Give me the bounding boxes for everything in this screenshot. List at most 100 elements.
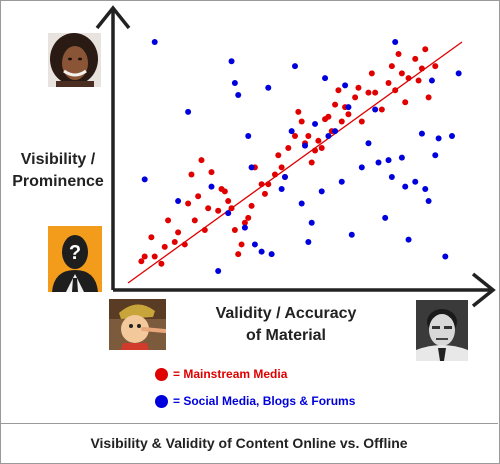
legend-red-dot <box>155 367 168 381</box>
social-media-point <box>388 173 395 180</box>
footer-caption: Visibility & Validity of Content Online … <box>0 423 498 463</box>
mainstream-media-point <box>221 188 228 195</box>
social-media-point <box>318 188 325 195</box>
social-media-point <box>141 176 148 183</box>
mainstream-media-point <box>258 181 265 188</box>
man-portrait <box>416 300 468 361</box>
social-media-point <box>151 39 158 45</box>
pinocchio-portrait <box>109 299 166 350</box>
mainstream-media-point <box>285 145 292 152</box>
mainstream-media-point <box>245 214 252 221</box>
mainstream-media-point <box>355 84 362 91</box>
mainstream-media-point <box>201 226 208 233</box>
mainstream-media-point <box>392 87 399 94</box>
mainstream-media-point <box>305 132 312 139</box>
mainstream-media-point <box>385 79 392 86</box>
legend-mainstream-label: = Mainstream Media <box>173 367 288 381</box>
mainstream-media-point <box>228 205 235 212</box>
mainstream-media-point <box>238 241 245 248</box>
mainstream-media-point <box>188 171 195 178</box>
social-media-point <box>298 200 305 207</box>
social-media-point <box>402 183 409 190</box>
social-media-point <box>248 164 255 171</box>
social-media-point <box>308 219 315 226</box>
social-media-point <box>231 79 238 86</box>
social-media-point <box>185 108 192 115</box>
mainstream-media-point <box>378 106 385 113</box>
social-media-point <box>322 75 329 82</box>
social-media-point <box>412 178 419 185</box>
x-axis-label: Validity / Accuracy of Material <box>196 303 376 347</box>
mainstream-media-point <box>225 198 232 205</box>
mainstream-media-point <box>332 101 339 108</box>
mainstream-media-point <box>318 145 325 152</box>
mainstream-media-point <box>235 251 242 258</box>
mainstream-media-point <box>138 258 145 265</box>
social-media-point <box>365 140 372 147</box>
mainstream-media-point <box>248 202 255 209</box>
social-media-point <box>215 267 222 274</box>
social-media-point <box>348 231 355 238</box>
social-media-point <box>245 132 252 139</box>
social-media-point <box>225 210 232 217</box>
mainstream-media-point <box>308 159 315 166</box>
social-media-point <box>432 152 439 159</box>
mainstream-media-point <box>241 219 248 226</box>
mainstream-media-point <box>175 229 182 236</box>
social-media-point <box>281 173 288 180</box>
x-axis-arrowhead <box>471 272 496 308</box>
y-axis-label: Visibility / Prominence <box>6 149 110 193</box>
mainstream-media-point <box>325 113 332 120</box>
social-media-point <box>405 236 412 243</box>
mainstream-media-point <box>215 207 222 214</box>
mainstream-media-point <box>231 226 238 233</box>
y-axis-label-line1: Visibility / <box>20 151 96 168</box>
x-axis-label-line2: of Material <box>245 327 326 344</box>
social-media-point <box>345 104 352 111</box>
mainstream-media-point <box>191 217 198 224</box>
social-media-point <box>372 106 379 113</box>
social-media-point <box>428 77 435 84</box>
woman-portrait <box>48 33 101 87</box>
legend-mainstream-media: = Mainstream Media <box>155 367 287 381</box>
social-media-points <box>141 39 462 274</box>
social-media-point <box>305 239 312 246</box>
social-media-point <box>312 120 319 127</box>
mainstream-media-point <box>425 94 432 101</box>
y-axis-arrowhead <box>95 5 131 30</box>
social-media-point <box>265 84 272 91</box>
social-media-point <box>455 70 462 77</box>
mainstream-media-point <box>298 118 305 125</box>
social-media-point <box>338 178 345 185</box>
social-media-point <box>208 183 215 190</box>
mainstream-media-point <box>405 75 412 82</box>
social-media-point <box>278 186 285 193</box>
mainstream-media-point <box>151 253 158 260</box>
mainstream-media-point <box>161 243 168 250</box>
mainstream-media-point <box>345 111 352 118</box>
social-media-point <box>268 251 275 258</box>
social-media-point <box>251 241 258 248</box>
mainstream-media-point <box>292 132 298 139</box>
mainstream-media-point <box>372 89 379 96</box>
social-media-point <box>422 186 429 193</box>
social-media-point <box>398 154 405 161</box>
mainstream-media-point <box>432 63 439 70</box>
mainstream-media-point <box>275 152 282 159</box>
mainstream-media-point <box>395 51 402 58</box>
mainstream-media-point <box>338 118 345 125</box>
mainstream-media-point <box>208 169 215 176</box>
mainstream-media-point <box>388 63 395 70</box>
mainstream-media-point <box>398 70 405 77</box>
social-media-point <box>358 164 365 171</box>
mainstream-media-point <box>315 137 322 144</box>
mainstream-media-point <box>195 193 202 200</box>
mainstream-media-point <box>418 65 425 72</box>
social-media-point <box>382 214 389 221</box>
mainstream-media-point <box>198 157 205 164</box>
trend-line <box>127 41 463 284</box>
mainstream-media-point <box>148 234 155 241</box>
legend-social-label: = Social Media, Blogs & Forums <box>173 394 356 408</box>
mainstream-media-point <box>402 99 409 106</box>
